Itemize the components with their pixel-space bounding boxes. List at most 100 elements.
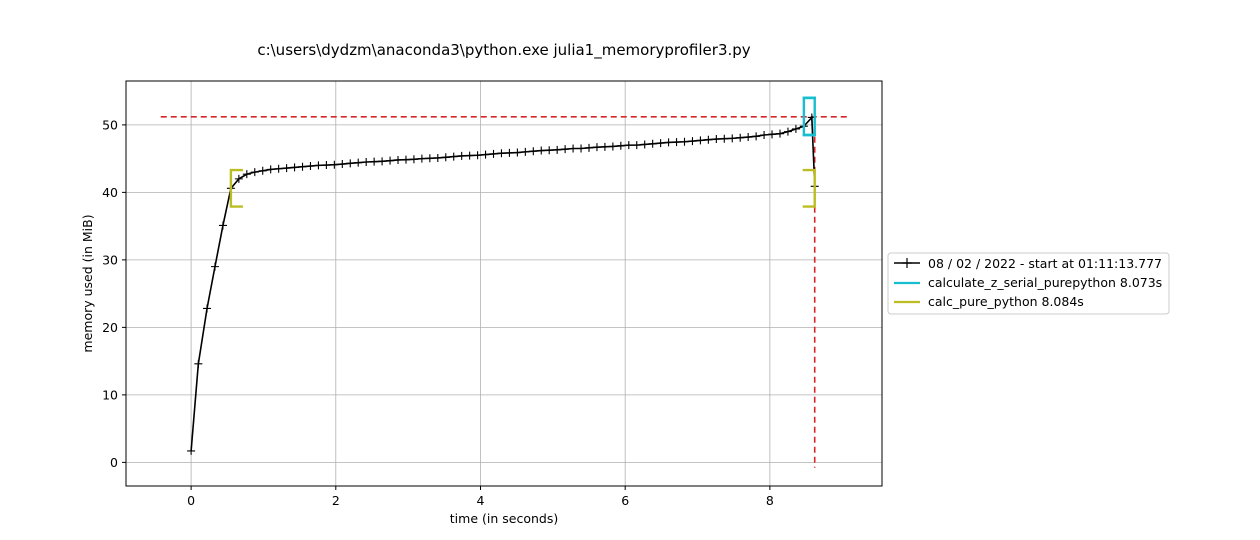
x-tick-label: 6 [621,493,629,508]
memory-data-point [656,139,665,148]
memory-data-point [648,139,657,148]
x-tick-label: 8 [766,493,774,508]
memory-data-point [529,147,538,156]
memory-data-point [545,146,554,155]
memory-data-point [473,151,482,160]
legend: 08 / 02 / 2022 - start at 01:11:13.777 c… [887,252,1170,315]
memory-data-point [640,140,649,149]
memory-data-point [497,149,506,158]
memory-data-point [775,129,784,138]
memory-data-point [505,148,514,157]
memory-data-point [386,156,395,165]
memory-data-point [203,304,212,313]
memory-data-point [592,143,601,152]
y-axis-label: memory used (in MiB) [80,214,95,352]
memory-data-point [330,160,339,169]
memory-data-point [489,149,498,158]
memory-data-point [250,168,259,177]
x-axis-ticks: 0 2 4 6 8 [187,486,774,508]
memory-data-point [760,131,769,139]
memory-data-point [537,146,546,155]
y-tick-label: 20 [102,320,118,335]
bracket-end-calc-pure-python [802,168,816,208]
y-tick-label: 0 [110,455,118,470]
memory-data-point [783,127,792,136]
y-tick-label: 30 [102,252,118,267]
memory-data-point [791,124,800,133]
memory-data-point [187,446,196,455]
memory-data-point [577,144,586,153]
memory-data-point [664,138,673,147]
memory-data-point [282,164,291,173]
x-tick-label: 2 [332,493,340,508]
legend-label-memory: 08 / 02 / 2022 - start at 01:11:13.777 [928,256,1162,271]
memory-data-point [194,359,203,368]
memory-data-point [513,148,522,157]
memory-data-point [720,134,729,143]
memory-data-point [465,151,474,160]
memory-data-point [266,165,275,174]
memory-data-point [433,153,442,162]
memory-data-point [704,135,713,144]
memory-data-point [481,150,490,159]
memory-data-point [624,141,633,150]
memory-data-point [370,157,379,166]
legend-marker-plus-icon [902,258,912,268]
memory-data-point [338,160,347,169]
memory-data-point [242,170,251,179]
legend-label-calculate-z: calculate_z_serial_purepython 8.073s [928,275,1162,290]
memory-data-point [401,155,410,164]
memory-data-point [585,143,594,152]
y-tick-label: 50 [102,117,118,132]
memory-data-point [210,262,219,271]
legend-box [887,252,1170,315]
memory-data-point [569,144,578,153]
memory-data-point [274,164,283,173]
x-tick-label: 0 [187,493,195,508]
x-axis-label: time (in seconds) [450,511,558,526]
memory-data-point [354,158,363,167]
memory-data-point [394,155,403,164]
memory-data-point [680,137,689,146]
memory-data-point [632,141,641,150]
memory-data-point [346,159,355,168]
plot-area [160,96,850,468]
legend-label-calc-pure-python: calc_pure_python 8.084s [928,294,1084,309]
y-axis-ticks: 0 10 20 30 40 50 [102,117,126,470]
memory-data-point [457,151,466,160]
bracket-end-calculate-z [802,96,816,137]
memory-data-point [362,158,371,166]
memory-data-point [736,133,745,142]
memory-data-point [441,153,450,162]
bracket-start-calc-pure-python [229,168,243,208]
memory-data-point [561,145,570,154]
memory-data-point [409,155,418,164]
memory-data-point [616,141,625,150]
y-tick-label: 10 [102,387,118,402]
memory-data-point [218,221,227,230]
memory-data-point [425,154,434,163]
memory-data-point [298,162,307,171]
memory-data-point [417,154,426,163]
memory-data-point [712,135,721,144]
memory-data-point [314,161,323,170]
memory-data-point [696,136,705,145]
memory-data-point [234,174,243,183]
memory-data-point [608,142,617,151]
memory-data-point [672,138,681,147]
memory-data-point [744,133,753,142]
memory-data-point [768,130,777,139]
grid-lines [126,81,882,486]
y-tick-label: 40 [102,185,118,200]
memory-data-point [688,137,697,146]
memory-data-point [258,166,267,175]
memory-data-point [449,152,458,161]
memory-data-point [600,142,609,151]
memory-data-point [728,134,737,143]
memory-data-point [752,132,761,141]
memory-data-point [322,161,331,170]
x-tick-label: 4 [477,493,485,508]
axes-frame [125,80,883,487]
memory-data-point [306,162,315,171]
